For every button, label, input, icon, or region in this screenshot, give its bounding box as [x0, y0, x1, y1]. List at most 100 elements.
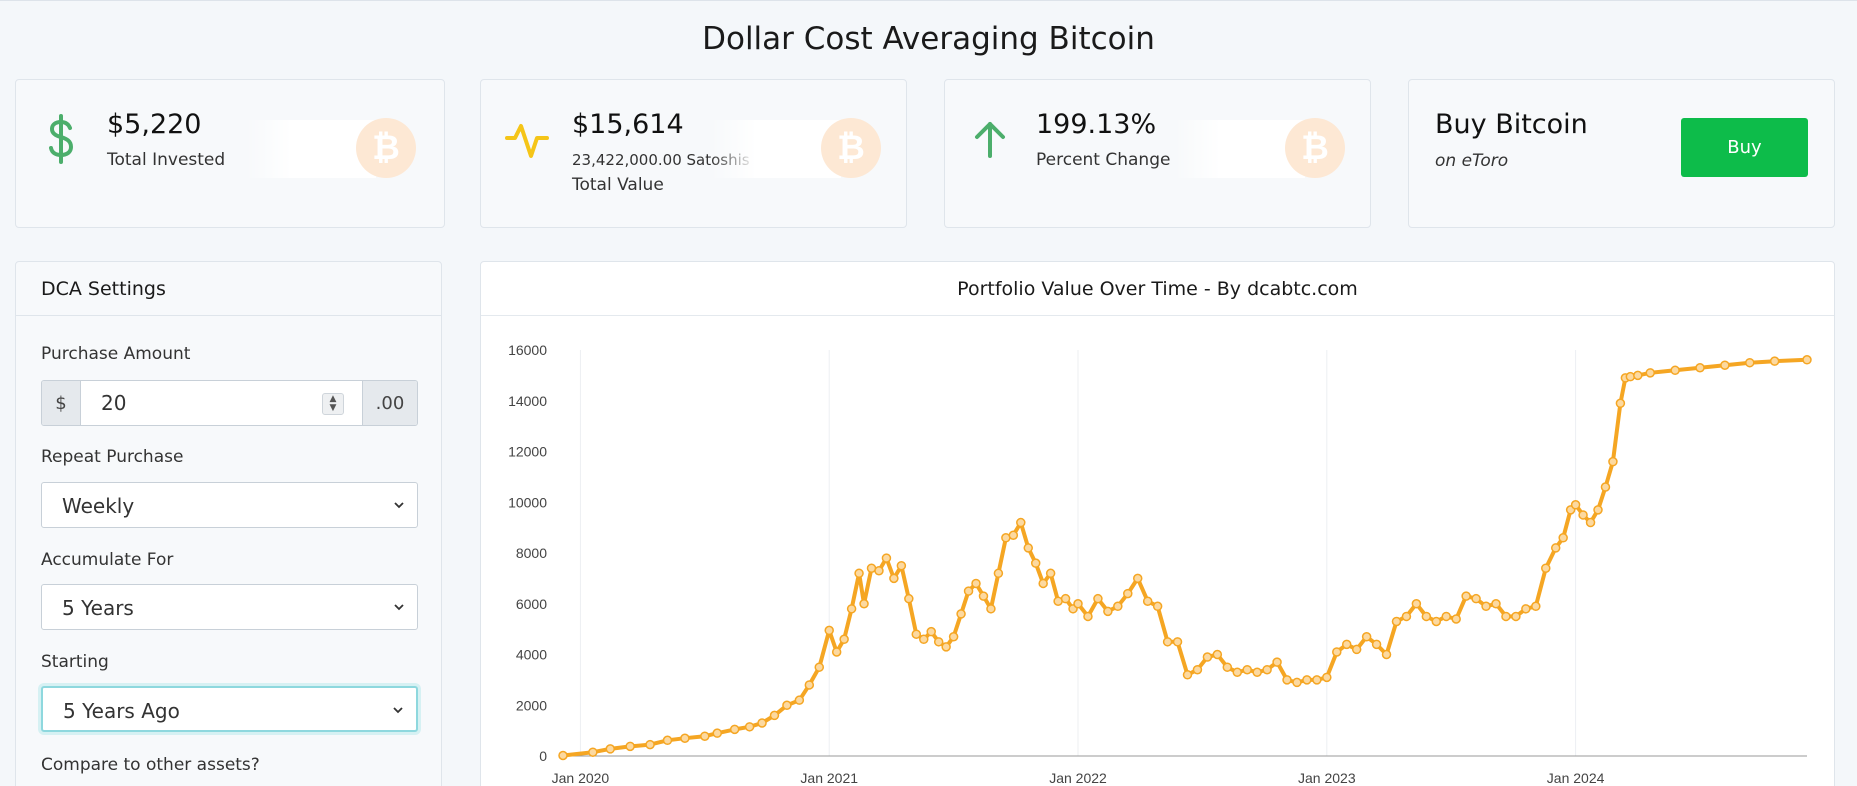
data-point	[1212, 649, 1223, 660]
data-point	[1600, 482, 1611, 492]
data-point	[1030, 558, 1041, 568]
data-point	[941, 642, 951, 652]
stat-value: $15,614	[572, 109, 684, 140]
buy-button[interactable]: Buy	[1681, 118, 1808, 177]
data-point	[1123, 588, 1133, 599]
data-point	[1351, 644, 1362, 655]
chevron-down-icon	[394, 502, 404, 509]
data-point	[1670, 365, 1680, 376]
data-point	[1103, 606, 1113, 617]
data-point	[1093, 593, 1103, 604]
data-point	[963, 586, 974, 596]
repeat-purchase-label: Repeat Purchase	[41, 447, 184, 467]
purchase-amount-input[interactable]: 20 ▲ ▼	[81, 381, 362, 425]
data-point	[1182, 670, 1193, 680]
y-tick-label: 8000	[516, 545, 547, 561]
arrow-up-icon	[969, 114, 1013, 166]
data-point	[1461, 591, 1471, 601]
starting-select[interactable]: 5 Years Ago	[41, 686, 418, 732]
data-point	[1152, 601, 1163, 612]
data-point	[1615, 398, 1626, 409]
data-point	[1008, 530, 1019, 540]
number-spinner[interactable]: ▲ ▼	[322, 393, 344, 415]
repeat-purchase-select[interactable]: Weekly	[41, 482, 418, 528]
data-point	[712, 728, 723, 738]
data-point	[948, 631, 959, 642]
data-point	[814, 662, 825, 672]
bitcoin-icon: ₿	[356, 118, 416, 178]
data-point	[700, 731, 710, 741]
compare-assets-label: Compare to other assets?	[41, 755, 260, 775]
data-point	[1371, 639, 1382, 650]
bitcoin-icon: ₿	[1285, 118, 1345, 178]
data-point	[1401, 611, 1412, 622]
data-point	[1292, 677, 1302, 688]
data-point	[1038, 578, 1048, 589]
data-point	[769, 710, 780, 721]
data-point	[1541, 563, 1551, 573]
y-tick-label: 6000	[516, 596, 547, 612]
data-point	[1531, 601, 1541, 612]
data-point	[1585, 517, 1596, 528]
data-point	[859, 599, 869, 609]
data-point	[889, 573, 899, 584]
data-point	[794, 695, 805, 705]
total-invested-card: $5,220 Total Invested ₿	[15, 79, 445, 228]
data-point	[1172, 637, 1183, 647]
data-point	[1282, 675, 1292, 685]
data-point	[1593, 505, 1603, 515]
data-point	[744, 722, 755, 732]
data-point	[1312, 675, 1322, 685]
data-point	[824, 625, 834, 636]
purchase-amount-label: Purchase Amount	[41, 344, 191, 364]
data-point	[971, 578, 981, 589]
data-point	[1501, 611, 1511, 622]
repeat-purchase-value: Weekly	[62, 494, 135, 518]
data-point	[1745, 357, 1755, 368]
data-point	[904, 593, 914, 604]
y-tick-label: 16000	[508, 342, 547, 358]
data-point	[881, 553, 892, 563]
data-point	[846, 604, 857, 614]
purchase-amount-group: $ 20 ▲ ▼ .00	[41, 380, 418, 426]
decimal-suffix: .00	[362, 381, 417, 425]
x-tick-label: Jan 2022	[1049, 770, 1107, 786]
data-point	[1521, 604, 1531, 614]
data-point	[1302, 675, 1312, 685]
stat-fade	[246, 120, 376, 178]
data-point	[1570, 500, 1581, 510]
data-point	[1162, 637, 1173, 647]
stat-label: Percent Change	[1036, 150, 1171, 170]
data-point	[831, 647, 842, 657]
y-tick-label: 10000	[508, 494, 547, 510]
data-point	[993, 568, 1004, 579]
data-point	[1451, 614, 1461, 624]
accumulate-for-select[interactable]: 5 Years	[41, 584, 418, 630]
data-point	[1045, 568, 1056, 579]
data-point	[1332, 647, 1342, 657]
data-point	[1192, 664, 1203, 675]
data-point	[1252, 667, 1262, 678]
data-point	[1222, 662, 1233, 672]
data-point	[926, 626, 936, 637]
stat-label: Total Invested	[107, 150, 226, 170]
data-point	[804, 680, 815, 690]
currency-prefix: $	[42, 381, 81, 425]
data-point	[1073, 599, 1083, 609]
page-title: Dollar Cost Averaging Bitcoin	[702, 21, 1155, 57]
data-point	[1322, 672, 1332, 683]
data-point	[1578, 510, 1588, 520]
data-point	[1060, 593, 1071, 604]
data-point	[1361, 631, 1372, 642]
data-point	[1511, 611, 1521, 622]
data-point	[1769, 356, 1780, 366]
data-point	[1431, 616, 1442, 627]
data-point	[1411, 599, 1422, 609]
data-point	[1262, 664, 1272, 675]
y-tick-label: 14000	[508, 393, 547, 409]
dollar-icon	[40, 114, 84, 166]
y-tick-label: 2000	[516, 697, 547, 713]
data-point	[558, 750, 568, 761]
stat-value: $5,220	[107, 109, 202, 140]
stat-fade	[711, 120, 841, 178]
